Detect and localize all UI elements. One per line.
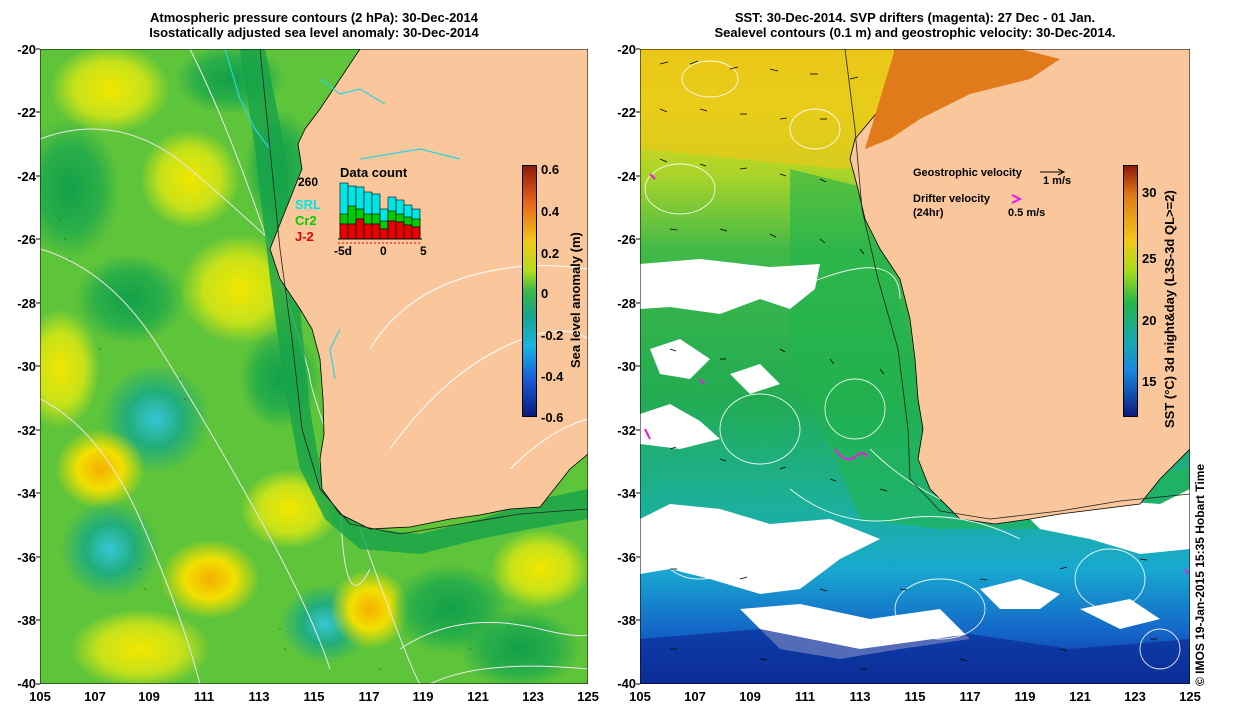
left-y-label: -30	[17, 359, 36, 374]
right-y-label: -22	[617, 105, 636, 120]
sla-colorbar	[522, 165, 537, 417]
left-x-label: 121	[467, 689, 489, 704]
inset-x-tick-minus5d: -5d	[334, 244, 352, 258]
drifter-label-line1: Drifter velocity	[913, 193, 991, 205]
right-x-label: 107	[684, 689, 706, 704]
pressure-contours	[40, 49, 588, 684]
sla-cb-tick-6: -0.6	[541, 410, 564, 425]
legend-j2: J-2	[295, 229, 314, 244]
inset-title: Data count	[340, 165, 408, 180]
inset-max-count: 260	[298, 175, 318, 189]
left-title-line2: Isostatically adjusted sea level anomaly…	[149, 25, 479, 40]
right-y-label: -26	[617, 232, 636, 247]
left-y-label: -24	[17, 169, 36, 184]
sst-colorbar	[1123, 165, 1138, 417]
left-x-label: 115	[303, 689, 325, 704]
right-y-label: -20	[617, 42, 636, 57]
sla-cb-tick-1: 0.4	[541, 204, 560, 219]
left-x-label: 113	[248, 689, 270, 704]
sla-cb-tick-2: 0.2	[541, 246, 560, 261]
right-y-label: -24	[617, 169, 636, 184]
left-y-label: -36	[17, 550, 36, 565]
sla-cb-tick-0: 0.6	[541, 162, 560, 177]
right-x-label: 123	[1124, 689, 1146, 704]
right-x-label: 115	[904, 689, 926, 704]
stipple	[59, 218, 471, 670]
sst-map	[640, 49, 1190, 684]
left-title: Atmospheric pressure contours (2 hPa): 3…	[40, 10, 588, 40]
sla-colorbar-label: Sea level anomaly (m)	[568, 232, 583, 368]
right-title: SST: 30-Dec-2014. SVP drifters (magenta)…	[640, 10, 1190, 40]
right-x-label: 111	[794, 689, 816, 704]
data-count-inset: Data count 260 SRL Cr2 J-2	[295, 165, 427, 258]
right-y-label: -30	[617, 359, 636, 374]
right-y-label: -38	[617, 613, 636, 628]
inset-bars	[339, 182, 421, 240]
sla-blobs	[40, 49, 588, 684]
right-y-label: -34	[617, 486, 636, 501]
left-y-label: -26	[17, 232, 36, 247]
credit-text: © IMOS 19-Jan-2015 15:35 Hobart Time	[1193, 463, 1207, 686]
right-y-label: -28	[617, 296, 636, 311]
inset-x-tick-5: 5	[420, 244, 427, 258]
left-y-label: -28	[17, 296, 36, 311]
right-title-line1: SST: 30-Dec-2014. SVP drifters (magenta)…	[734, 10, 1096, 25]
right-y-label: -36	[617, 550, 636, 565]
legend-cr2: Cr2	[295, 213, 317, 228]
sst-cb-tick-25: 25	[1142, 251, 1157, 266]
left-y-label: -40	[17, 676, 36, 691]
right-x-label: 105	[629, 689, 651, 704]
left-title-line1: Atmospheric pressure contours (2 hPa): 3…	[150, 10, 478, 25]
right-x-label: 117	[959, 689, 981, 704]
left-y-label: -32	[17, 423, 36, 438]
right-y-label: -32	[617, 423, 636, 438]
left-x-label: 125	[577, 689, 599, 704]
right-title-line2: Sealevel contours (0.1 m) and geostrophi…	[714, 25, 1116, 40]
right-x-label: 113	[849, 689, 871, 704]
sla-cb-tick-4: -0.2	[541, 328, 564, 343]
right-x-label: 121	[1069, 689, 1091, 704]
left-y-label: -38	[17, 613, 36, 628]
sealevel-contours	[640, 60, 1181, 670]
geo-velocity-label: Geostrophic velocity	[913, 167, 1022, 179]
sla-map: Data count 260 SRL Cr2 J-2	[40, 49, 588, 684]
right-x-label: 119	[1014, 689, 1036, 704]
left-x-label: 107	[84, 689, 106, 704]
left-x-label: 105	[29, 689, 51, 704]
geo-velocity-scale: 1 m/s	[1043, 175, 1072, 187]
legend-srl: SRL	[295, 197, 321, 212]
left-x-label: 119	[412, 689, 434, 704]
drifter-scale: 0.5 m/s	[1008, 207, 1046, 219]
sst-colorbar-label: SST (°C) 3d night&day (L3S-3d QL>=2)	[1162, 190, 1177, 428]
sla-cb-tick-3: 0	[541, 286, 549, 301]
left-y-label: -20	[17, 42, 36, 57]
velocity-arrows	[659, 60, 1157, 670]
left-x-label: 123	[522, 689, 544, 704]
inset-x-tick-0: 0	[380, 244, 387, 258]
left-x-label: 109	[138, 689, 160, 704]
right-y-label: -40	[617, 676, 636, 691]
sst-cb-tick-15: 15	[1142, 374, 1157, 389]
left-x-label: 117	[358, 689, 380, 704]
right-x-label: 125	[1179, 689, 1201, 704]
drifter-label-line2: (24hr)	[913, 207, 944, 219]
drifter-tracks	[644, 173, 1189, 575]
left-y-label: -34	[17, 486, 36, 501]
right-x-label: 109	[739, 689, 761, 704]
left-y-label: -22	[17, 105, 36, 120]
left-x-label: 111	[193, 689, 215, 704]
sla-cb-tick-5: -0.4	[541, 369, 564, 384]
sst-cb-tick-30: 30	[1142, 185, 1157, 200]
sst-cb-tick-20: 20	[1142, 313, 1157, 328]
